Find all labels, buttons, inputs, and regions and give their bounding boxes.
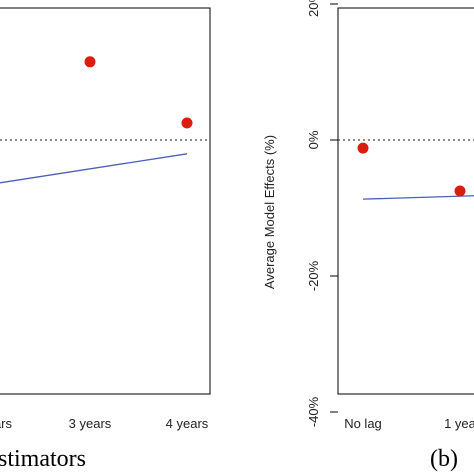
right-data-point-1 [454, 185, 466, 197]
left-x-tick-label-clipped: ars [0, 416, 12, 431]
left-plot-frame [0, 7, 211, 395]
left-data-point-0 [84, 56, 96, 68]
right-y-tick-label-1: 0% [306, 130, 321, 149]
right-x-tick-label-1: 1 yea [444, 416, 474, 431]
left-data-point-1 [181, 117, 193, 129]
left-x-tick-label-3: 4 years [166, 416, 209, 431]
right-y-tick-label-2: -20% [306, 260, 321, 291]
right-y-tick-label-3: -40% [306, 396, 321, 427]
left-x-tick-label-2: 3 years [69, 416, 112, 431]
right-data-point-0 [357, 142, 369, 154]
left-caption: stimators [0, 446, 86, 472]
left-panel: ars 3 years 4 years stimators [0, 7, 211, 472]
right-caption: (b) [430, 446, 458, 472]
left-trend-line [0, 153, 188, 184]
right-panel: 20% 0% -20% -40% No lag 1 yea Average Model … [262, 0, 474, 472]
right-x-tick-label-0: No lag [344, 416, 382, 431]
right-y-axis-label: Average Model Effects (%) [262, 135, 277, 289]
right-trend-line [362, 195, 474, 200]
right-plot-frame [337, 7, 474, 395]
right-y-tick-label-0: 20% [306, 0, 321, 17]
